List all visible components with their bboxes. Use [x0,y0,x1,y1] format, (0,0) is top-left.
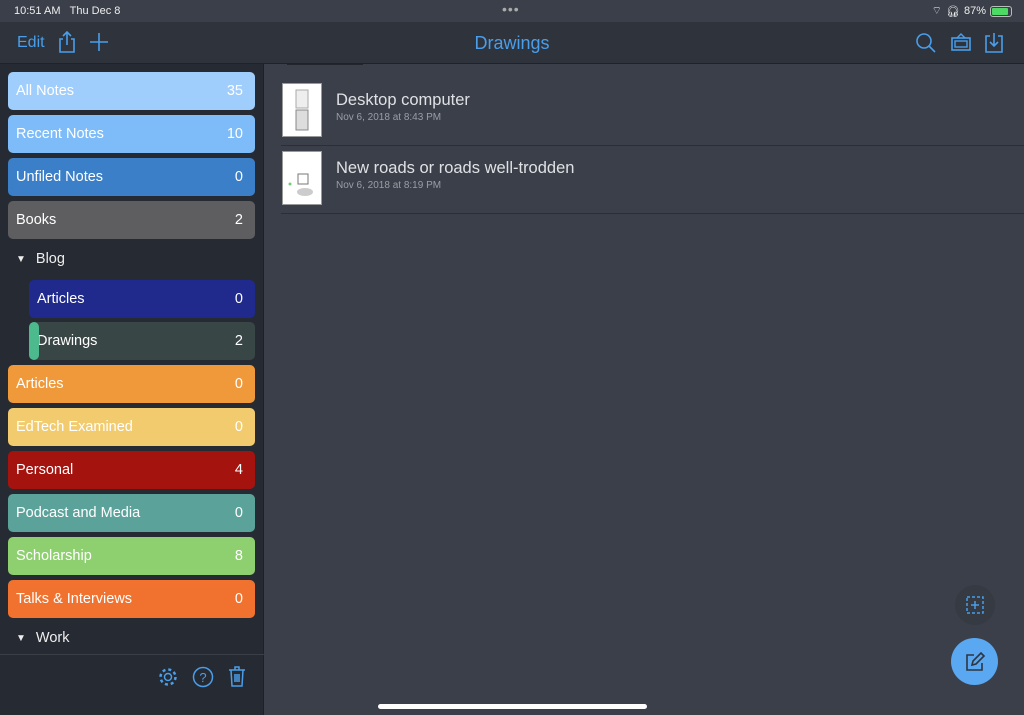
item-count: 35 [226,83,243,99]
disclosure-triangle-icon: ▼ [16,253,26,265]
import-icon[interactable] [984,30,1004,54]
battery-percent: 87% [963,5,986,17]
item-label: EdTech Examined [16,419,133,435]
sidebar-item-unfiled-notes[interactable]: Unfiled Notes 0 [8,158,255,196]
note-date: Nov 6, 2018 at 8:19 PM [336,180,442,191]
note-title: New roads or roads well-trodden [336,159,575,177]
item-label: Recent Notes [16,126,104,142]
item-label: Scholarship [16,548,92,564]
sidebar-item-talks-interviews[interactable]: Talks & Interviews 0 [8,580,255,618]
item-count: 10 [226,126,243,142]
wifi-icon: ⌔ [931,5,942,17]
item-count: 0 [234,291,243,307]
sidebar-item-blog-drawings[interactable]: Drawings 2 [29,322,255,360]
battery-icon [990,5,1012,17]
compose-icon [965,651,985,671]
note-thumbnail [282,151,322,205]
item-count: 0 [234,376,243,392]
note-list-item[interactable]: New roads or roads well-trodden Nov 6, 2… [281,146,1024,214]
item-count: 4 [234,462,243,478]
item-label: All Notes [16,83,75,99]
add-icon[interactable] [89,30,109,54]
item-count: 0 [234,169,243,185]
selection-indicator [29,322,39,360]
status-bar: 10:51 AM Thu Dec 8 ••• ⌔ 🎧︎ 87% [0,0,1024,22]
sidebar-footer: ? [0,654,264,715]
item-label: Personal [16,462,74,478]
sidebar: All Notes 35 Recent Notes 10 Unfiled Notes… [0,64,264,715]
item-count: 8 [234,548,243,564]
svg-text:?: ? [199,670,206,685]
note-thumbnail [282,83,322,137]
item-label: Talks & Interviews [16,591,133,607]
sidebar-item-podcast-and-media[interactable]: Podcast and Media 0 [8,494,255,532]
group-label: Work [35,630,70,646]
new-drawing-selection-button[interactable] [955,585,995,625]
sidebar-item-books[interactable]: Books 2 [8,201,255,239]
divider [287,64,363,65]
sidebar-group-blog[interactable]: ▼ Blog [16,251,65,267]
sidebar-item-blog-articles[interactable]: Articles 0 [29,280,255,318]
item-count: 2 [234,333,243,349]
item-label: Unfiled Notes [16,169,104,185]
nav-bar: Edit Drawings [0,22,1024,64]
item-count: 0 [234,505,243,521]
help-icon[interactable]: ? [192,666,214,688]
sidebar-item-scholarship[interactable]: Scholarship 8 [8,537,255,575]
gear-icon[interactable] [157,666,179,688]
sidebar-item-all-notes[interactable]: All Notes 35 [8,72,255,110]
search-icon[interactable] [915,30,937,54]
note-title: Desktop computer [336,91,470,109]
disclosure-triangle-icon: ▼ [16,632,26,644]
page-title: Drawings [474,33,550,53]
home-indicator[interactable] [378,704,647,709]
sidebar-item-edtech-examined[interactable]: EdTech Examined 0 [8,408,255,446]
trash-icon[interactable] [227,665,247,689]
group-label: Blog [35,251,65,267]
item-count: 0 [234,591,243,607]
sidebar-group-work[interactable]: ▼ Work [16,630,69,646]
item-label: Articles [37,291,85,307]
headphones-icon: 🎧︎ [946,5,960,18]
sidebar-item-articles[interactable]: Articles 0 [8,365,255,403]
status-time-date: 10:51 AM Thu Dec 8 [14,5,120,17]
note-date: Nov 6, 2018 at 8:43 PM [336,112,442,123]
share-icon[interactable] [57,30,77,54]
compose-note-button[interactable] [951,638,998,685]
sidebar-item-recent-notes[interactable]: Recent Notes 10 [8,115,255,153]
sidebar-item-personal[interactable]: Personal 4 [8,451,255,489]
dashed-add-icon [966,596,984,614]
item-count: 0 [234,419,243,435]
multitask-dots[interactable]: ••• [502,1,520,17]
item-count: 2 [234,212,243,228]
date: Thu Dec 8 [69,5,121,17]
item-label: Drawings [37,333,98,349]
scan-document-icon[interactable] [950,30,972,54]
item-label: Podcast and Media [16,505,141,521]
note-list-item[interactable]: Desktop computer Nov 6, 2018 at 8:43 PM [281,78,1024,146]
item-label: Books [16,212,57,228]
edit-button[interactable]: Edit [17,34,45,51]
time: 10:51 AM [14,5,61,17]
item-label: Articles [16,376,64,392]
